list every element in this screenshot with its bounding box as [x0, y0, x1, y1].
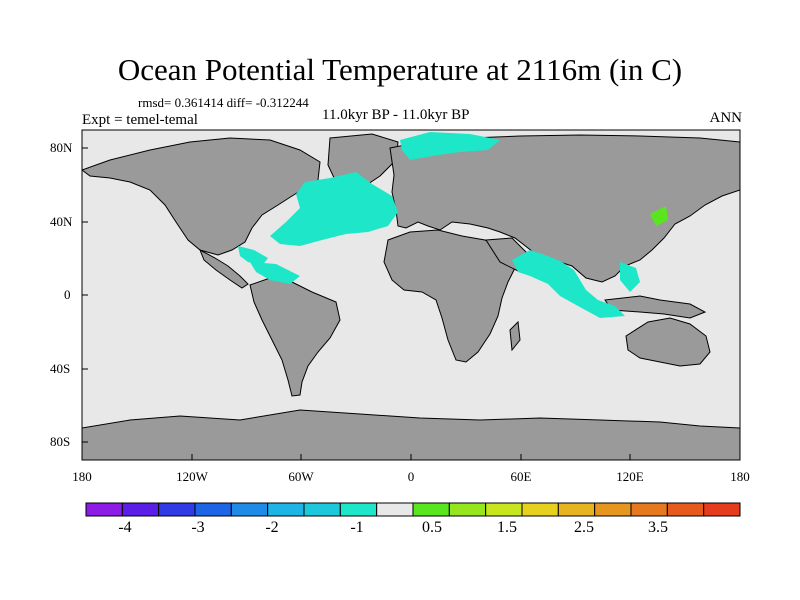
land-masses — [82, 133, 740, 460]
colorbar-box-15 — [630, 502, 668, 517]
colorbar-box-9 — [412, 502, 450, 517]
colorbar-box-6 — [303, 502, 341, 517]
anomaly-cyan-regions — [238, 132, 640, 318]
antarctica-landmass — [82, 409, 740, 460]
lon-label-60w: 60W — [288, 469, 314, 484]
madagascar-landmass — [509, 320, 521, 352]
eurasia-landmass — [389, 134, 740, 283]
south-china-sea-anomaly — [620, 262, 640, 292]
stats-text: rmsd= 0.361414 diff= -0.312244 — [138, 95, 309, 110]
colorbar-box-14 — [594, 502, 632, 517]
north-atlantic-anomaly — [270, 172, 398, 246]
colorbar-box-16 — [666, 502, 705, 517]
colorbar-box-11 — [485, 502, 523, 517]
colorbar-label-1-5: 1.5 — [497, 519, 517, 536]
lon-label-0: 0 — [407, 469, 415, 484]
maritime-continent-landmass — [604, 295, 707, 319]
colorbar-label-m4: -4 — [118, 519, 132, 536]
season-text: ANN — [709, 110, 743, 126]
bay-of-bengal-anomaly — [512, 250, 625, 318]
lon-label-180e: 180 — [730, 469, 750, 484]
colorbar-box-10 — [448, 502, 487, 517]
colorbar-box-8 — [376, 502, 414, 517]
south-america-landmass — [249, 277, 341, 397]
colorbar-box-17 — [703, 502, 741, 517]
axis-ticks — [81, 147, 741, 460]
lat-label-0: 0 — [64, 287, 71, 302]
colorbar-box-3 — [194, 502, 232, 517]
lat-label-80s: 80S — [50, 434, 71, 449]
colorbar-label-0-5: 0.5 — [422, 519, 442, 536]
australia-landmass — [625, 317, 711, 367]
experiment-text: Expt = temel-temal — [82, 112, 198, 128]
north-america-landmass — [82, 137, 321, 256]
colorbar-label-m2: -2 — [265, 519, 279, 536]
nordic-seas-anomaly — [400, 132, 500, 160]
colorbar-box-1 — [121, 502, 160, 517]
caribbean-anomaly — [238, 246, 268, 266]
colorbar-box-12 — [521, 502, 559, 517]
colorbar-label-m3: -3 — [191, 519, 205, 536]
colorbar-box-0 — [85, 502, 123, 517]
lon-label-120w: 120W — [176, 469, 208, 484]
gulf-anomaly — [250, 262, 300, 284]
colorbar-label-m1: -1 — [350, 519, 364, 536]
colorbar-box-13 — [557, 502, 596, 517]
africa-landmass — [383, 229, 516, 363]
lon-label-120e: 120E — [616, 469, 644, 484]
lon-label-60e: 60E — [510, 469, 532, 484]
colorbar-label-3-5: 3.5 — [648, 519, 668, 536]
period-text: 11.0kyr BP - 11.0kyr BP — [322, 107, 470, 123]
colorbar-box-4 — [230, 502, 269, 517]
colorbar-box-7 — [339, 502, 378, 517]
sea-of-japan-anomaly — [650, 206, 668, 226]
colorbar-box-2 — [158, 502, 196, 517]
central-america-landmass — [199, 248, 249, 289]
lon-label-180w: 180 — [72, 469, 92, 484]
map-title: Ocean Potential Temperature at 2116m (in… — [117, 52, 683, 87]
colorbar-boxes — [85, 502, 741, 517]
lat-label-80n: 80N — [50, 140, 73, 155]
colorbar-label-2-5: 2.5 — [574, 519, 594, 536]
lat-label-40s: 40S — [50, 361, 71, 376]
colorbar-box-5 — [267, 502, 305, 517]
lat-label-40n: 40N — [50, 214, 73, 229]
